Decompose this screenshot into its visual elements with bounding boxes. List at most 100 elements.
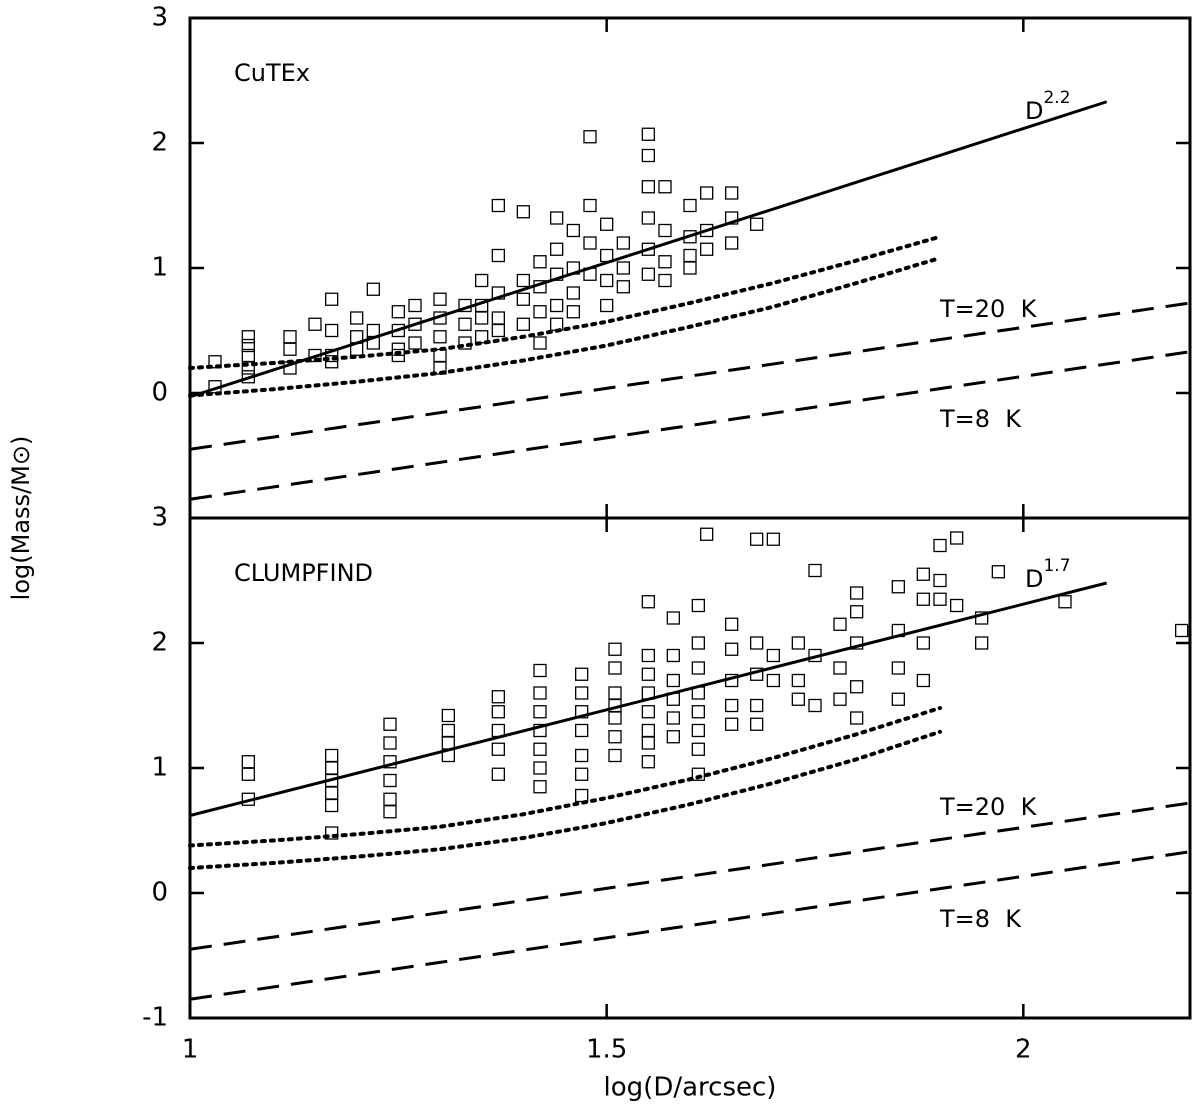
point — [391, 348, 405, 363]
point — [641, 648, 655, 663]
point — [575, 767, 589, 781]
point — [700, 186, 714, 200]
fit-base: D — [1025, 97, 1043, 125]
solid-line — [189, 100, 1108, 399]
point — [850, 636, 864, 650]
point — [583, 267, 597, 281]
point — [691, 636, 705, 650]
point — [616, 280, 630, 294]
point — [575, 788, 589, 803]
point — [700, 242, 714, 256]
point — [325, 355, 339, 369]
point — [641, 667, 655, 681]
point — [533, 761, 547, 775]
annotation: T=20 K — [939, 793, 1038, 821]
point — [808, 563, 822, 578]
point — [583, 130, 597, 144]
point — [433, 361, 447, 375]
point — [533, 705, 547, 719]
point — [533, 780, 547, 794]
point — [1175, 623, 1189, 638]
point — [566, 305, 580, 319]
y-axis-label: log(Mass/M⊙) — [7, 436, 35, 601]
point — [241, 755, 255, 769]
point — [458, 336, 472, 350]
point — [691, 686, 705, 700]
annotation: T=20 K — [939, 295, 1038, 323]
point — [458, 317, 472, 331]
point — [441, 708, 455, 723]
point — [208, 380, 222, 394]
point — [833, 617, 847, 631]
point — [325, 292, 339, 306]
point — [725, 717, 739, 731]
point — [750, 636, 764, 650]
point — [383, 773, 397, 788]
point — [691, 723, 705, 738]
point — [583, 236, 597, 250]
point — [516, 317, 530, 331]
point — [691, 661, 705, 675]
point — [666, 730, 680, 744]
dotted-line — [188, 256, 942, 398]
point — [641, 755, 655, 769]
point — [641, 127, 655, 141]
point — [491, 767, 505, 781]
point — [283, 361, 297, 375]
point — [766, 648, 780, 663]
point — [241, 338, 255, 353]
point — [891, 623, 905, 638]
point — [916, 592, 930, 606]
point — [491, 690, 505, 704]
point — [608, 711, 622, 725]
point — [241, 792, 255, 806]
point — [533, 723, 547, 738]
fit-base: D — [1025, 565, 1043, 593]
point — [550, 267, 564, 281]
point — [383, 792, 397, 806]
point — [641, 686, 655, 700]
point — [433, 311, 447, 325]
y-tick-label: 3 — [151, 3, 168, 33]
point — [550, 242, 564, 256]
point — [391, 323, 405, 338]
point — [575, 667, 589, 681]
point — [516, 205, 530, 219]
point — [283, 342, 297, 356]
point — [750, 717, 764, 731]
dashed-line — [189, 801, 1191, 951]
point — [566, 261, 580, 275]
point — [750, 667, 764, 681]
point — [891, 580, 905, 594]
point — [325, 798, 339, 813]
point — [1058, 595, 1072, 609]
point — [750, 698, 764, 713]
point — [608, 686, 622, 700]
fit-exponent: 1.7 — [1043, 556, 1070, 576]
point — [350, 342, 364, 356]
point — [600, 298, 614, 313]
point — [658, 180, 672, 194]
point — [533, 280, 547, 294]
point — [600, 273, 614, 288]
point — [491, 723, 505, 738]
annotation: T=8 K — [939, 405, 1022, 433]
point — [491, 311, 505, 325]
point — [658, 255, 672, 269]
point — [491, 286, 505, 300]
point — [325, 826, 339, 840]
panel-frame — [188, 16, 1192, 520]
point — [833, 692, 847, 706]
y-tick-label: -1 — [142, 1003, 168, 1033]
point — [383, 805, 397, 819]
point — [808, 698, 822, 713]
point — [608, 642, 622, 656]
point — [325, 748, 339, 763]
point — [658, 273, 672, 288]
point — [366, 323, 380, 338]
dashed-line — [189, 350, 1191, 501]
point — [666, 692, 680, 706]
point — [916, 636, 930, 650]
point — [491, 705, 505, 719]
point — [641, 267, 655, 281]
